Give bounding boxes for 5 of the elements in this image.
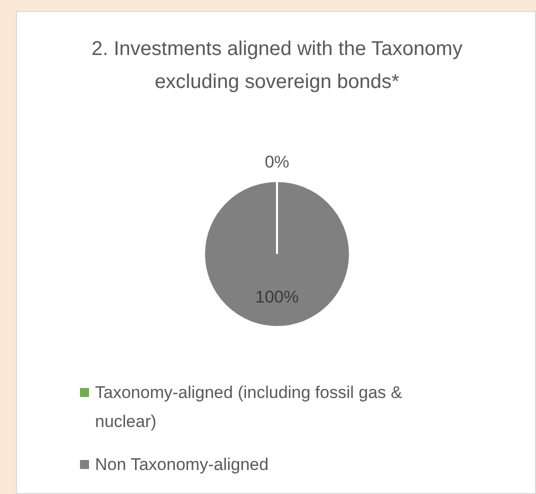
chart-title: 2. Investments aligned with the Taxonomy excluding sovereign bonds* — [90, 37, 464, 95]
text: 0% — [264, 152, 290, 172]
legend-label: Taxonomy-aligned (including fossil gas & nuclear) — [95, 382, 404, 433]
data-label: 100% — [255, 287, 299, 306]
legend-label: Non Taxonomy-aligned — [95, 454, 269, 476]
